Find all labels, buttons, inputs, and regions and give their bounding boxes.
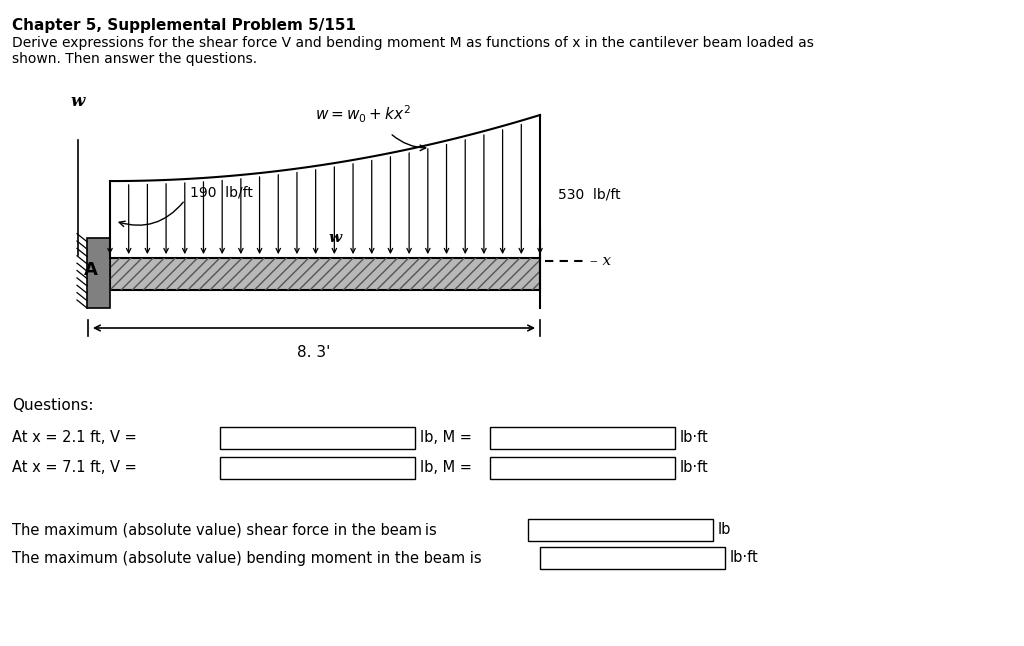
Text: The maximum (absolute value) shear force in the beam is: The maximum (absolute value) shear force… (12, 523, 437, 537)
Bar (220, 457, 415, 479)
Text: Chapter 5, Supplemental Problem 5/151: Chapter 5, Supplemental Problem 5/151 (12, 18, 356, 33)
Bar (87, 238, 110, 308)
Text: lb, M =: lb, M = (420, 430, 476, 446)
Text: lb: lb (718, 523, 731, 537)
Text: 190  lb/ft: 190 lb/ft (190, 186, 253, 200)
Bar (490, 427, 675, 449)
Text: w: w (329, 231, 342, 245)
Text: – x: – x (590, 254, 611, 268)
Text: 8. 3': 8. 3' (297, 345, 331, 360)
Text: Questions:: Questions: (12, 398, 93, 413)
Bar (110, 258, 540, 290)
Text: lb·ft: lb·ft (680, 461, 709, 475)
Bar (490, 457, 675, 479)
Text: 530  lb/ft: 530 lb/ft (558, 188, 621, 202)
Text: lb·ft: lb·ft (730, 550, 759, 565)
Bar (540, 547, 725, 569)
Bar (220, 427, 415, 449)
Bar (110, 258, 540, 290)
Text: At x = 7.1 ft, V =: At x = 7.1 ft, V = (12, 461, 141, 475)
Text: The maximum (absolute value) bending moment in the beam is: The maximum (absolute value) bending mom… (12, 550, 481, 565)
Text: Derive expressions for the shear force V and bending moment M as functions of x : Derive expressions for the shear force V… (12, 36, 814, 50)
Text: A: A (84, 261, 98, 279)
Text: shown. Then answer the questions.: shown. Then answer the questions. (12, 52, 257, 66)
Bar (528, 519, 713, 541)
Text: lb, M =: lb, M = (420, 461, 476, 475)
Text: At x = 2.1 ft, V =: At x = 2.1 ft, V = (12, 430, 141, 446)
Text: w: w (71, 93, 85, 110)
Text: lb·ft: lb·ft (680, 430, 709, 446)
Text: $w = w_0 + kx^2$: $w = w_0 + kx^2$ (315, 103, 411, 125)
